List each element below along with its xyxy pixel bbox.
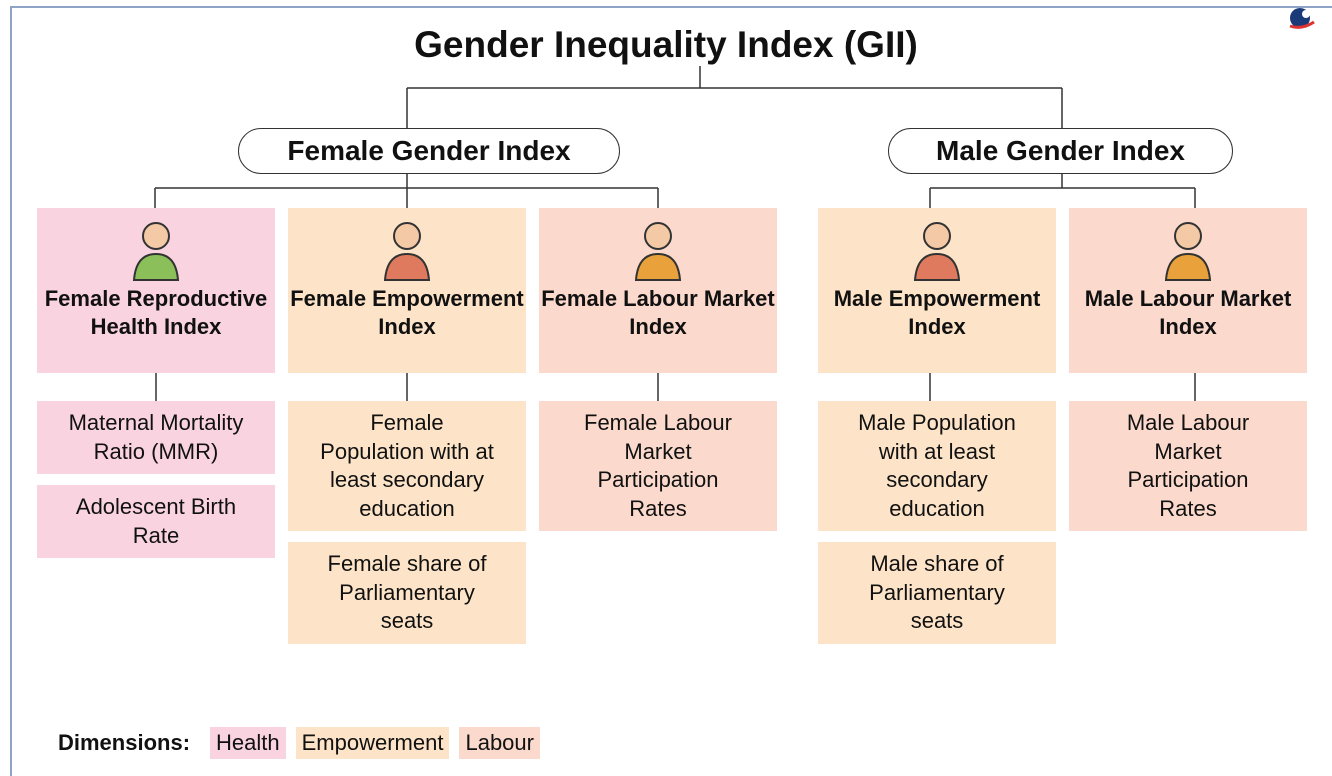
indicator-box: Female Population with at least secondar… [288, 401, 526, 531]
legend-item: Labour [459, 727, 540, 759]
index-label: Female Empowerment Index [288, 285, 526, 341]
indicator-list: Female Population with at least secondar… [288, 401, 526, 644]
index-box: Male Empowerment Index [818, 208, 1056, 373]
legend-item: Health [210, 727, 286, 759]
indicator-box: Adolescent Birth Rate [37, 485, 275, 558]
connectors [0, 0, 1332, 776]
icon [1158, 214, 1218, 282]
indicator-box: Female Labour Market Participation Rates [539, 401, 777, 531]
indicator-box: Female share of Parliamentary seats [288, 542, 526, 644]
page: Gender Inequality Index (GII) Female Gen… [0, 0, 1332, 776]
index-box: Female Empowerment Index [288, 208, 526, 373]
icon [377, 214, 437, 282]
icon [628, 214, 688, 282]
indicator-box: Male share of Parliamentary seats [818, 542, 1056, 644]
indicator-box: Maternal Mortality Ratio (MMR) [37, 401, 275, 474]
group-label: Female Gender Index [238, 128, 620, 174]
index-box: Female Labour Market Index [539, 208, 777, 373]
icon [907, 214, 967, 282]
indicator-list: Male Population with at least secondary … [818, 401, 1056, 644]
legend-item: Empowerment [296, 727, 450, 759]
group-label: Male Gender Index [888, 128, 1233, 174]
legend-label: Dimensions: [58, 730, 190, 756]
indicator-box: Male Labour Market Participation Rates [1069, 401, 1307, 531]
index-label: Female Labour Market Index [539, 285, 777, 341]
index-box: Male Labour Market Index [1069, 208, 1307, 373]
legend: Dimensions: Health Empowerment Labour [58, 727, 540, 759]
indicator-box: Male Population with at least secondary … [818, 401, 1056, 531]
index-box: Female Reproductive Health Index [37, 208, 275, 373]
index-label: Male Labour Market Index [1069, 285, 1307, 341]
index-label: Male Empowerment Index [818, 285, 1056, 341]
index-label: Female Reproductive Health Index [37, 285, 275, 341]
title: Gender Inequality Index (GII) [0, 24, 1332, 66]
indicator-list: Male Labour Market Participation Rates [1069, 401, 1307, 531]
indicator-list: Female Labour Market Participation Rates [539, 401, 777, 531]
icon [126, 214, 186, 282]
indicator-list: Maternal Mortality Ratio (MMR) Adolescent… [37, 401, 275, 558]
